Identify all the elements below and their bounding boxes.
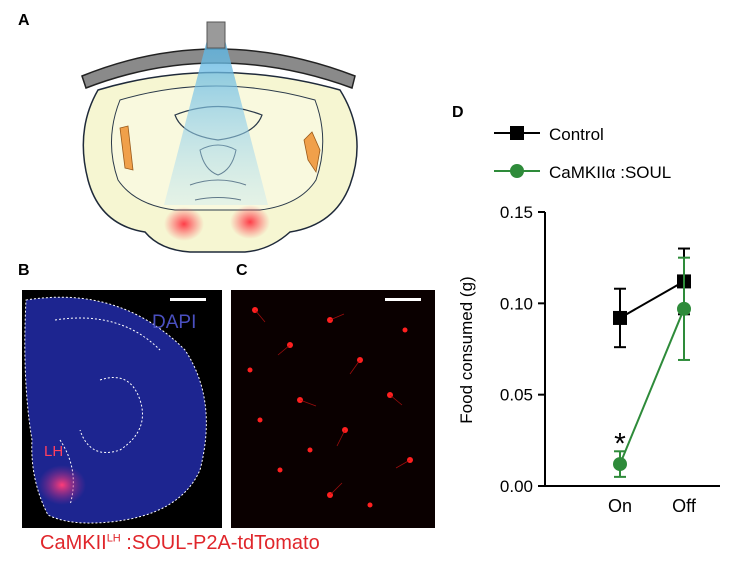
x-tick-label: Off	[672, 496, 697, 516]
x-tick-label: On	[608, 496, 632, 516]
micrograph-c-frame	[231, 290, 435, 528]
lh-expression-right	[230, 205, 270, 239]
series-line	[619, 280, 685, 319]
light-beam	[164, 40, 268, 205]
lh-expression	[38, 465, 86, 505]
series-line	[619, 308, 685, 465]
brain-schematic	[81, 21, 358, 253]
data-point	[677, 301, 691, 316]
caption-prefix: CaMKII	[40, 532, 107, 554]
y-tick-label: 0.00	[500, 477, 533, 496]
data-point	[613, 310, 627, 325]
y-tick-label: 0.15	[500, 203, 533, 222]
panel-label-c: C	[236, 262, 248, 279]
y-tick-label: 0.10	[500, 294, 533, 313]
significance-asterisk: *	[614, 427, 626, 460]
legend-control-marker	[510, 126, 524, 140]
panel-c-micrograph	[231, 290, 435, 528]
lh-label: LH	[44, 443, 63, 460]
skull-cap	[81, 48, 356, 89]
food-consumption-chart: Control CaMKIIα :SOUL 0.00 0.05 0.10 0.15 O…	[457, 125, 720, 516]
legend-soul-label: CaMKIIα :SOUL	[549, 163, 671, 182]
figure-caption: CaMKIILH :SOUL-P2A-tdTomato	[40, 532, 320, 555]
claustrum-left	[119, 125, 134, 171]
panel-b-micrograph: DAPI LH	[22, 290, 222, 528]
series-1	[613, 256, 691, 478]
y-tick-label: 0.05	[500, 386, 533, 405]
lh-expression-left	[164, 207, 204, 241]
scale-bar-b	[170, 298, 206, 301]
scale-bar-c	[385, 298, 421, 301]
series-0	[613, 247, 691, 349]
legend-control-label: Control	[549, 125, 604, 144]
caption-suffix: :SOUL-P2A-tdTomato	[120, 532, 320, 554]
optical-fiber	[206, 21, 226, 49]
panel-label-a: A	[18, 12, 30, 29]
dapi-label: DAPI	[152, 312, 196, 333]
claustrum-right	[303, 131, 321, 174]
panel-label-b: B	[18, 262, 30, 279]
legend-soul-marker	[510, 164, 524, 178]
data-point	[613, 457, 627, 472]
y-axis-label: Food consumed (g)	[457, 276, 476, 423]
panel-label-d: D	[452, 104, 464, 121]
caption-superscript: LH	[106, 532, 121, 545]
